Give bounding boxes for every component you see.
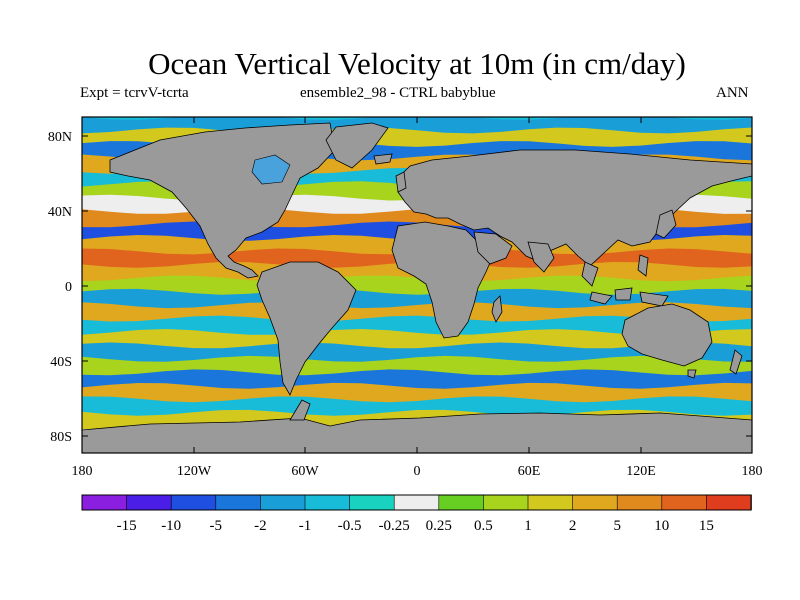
colorbar-label: 5 [613,518,621,534]
colorbar-label: 1 [524,518,532,534]
colorbar-label: 2 [569,518,577,534]
colorbar-swatch [616,494,663,511]
plot-title: Ocean Vertical Velocity at 10m (in cm/da… [148,46,686,81]
colorbar-label: 15 [699,518,714,534]
colorbar-label: -10 [161,518,181,534]
map-area [82,117,752,453]
velocity-band [82,396,752,417]
colorbar-label: -2 [254,518,267,534]
colorbar-swatch [393,494,440,511]
longitude-tick-label: 180 [72,464,93,479]
longitude-tick-label: 120E [626,464,656,479]
velocity-band [82,342,752,363]
southeast-asia [581,261,599,287]
australia [621,303,713,367]
colorbar-swatch [170,494,217,511]
longitude-tick-label: 60W [291,464,319,479]
latitude-tick-label: 80N [48,130,72,145]
indonesia-1 [589,291,613,305]
season-label: ANN [716,85,749,101]
axis-ticks [81,117,753,453]
velocity-band [82,355,752,377]
colorbar-labels: -15 -10 -5 -2 -1 -0.5 -0.25 0.25 0.5 1 2 5 10 15 [117,518,714,534]
japan [655,209,677,239]
latitude-labels: 80N 40N 0 40S 80S [48,130,72,445]
colorbar-swatch [260,494,306,511]
colorbar-swatch [527,494,574,511]
latitude-tick-label: 0 [65,280,72,295]
longitude-tick-label: 180 [742,464,763,479]
velocity-band [82,288,752,310]
comparison-label: ensemble2_98 - CTRL babyblue [300,85,496,101]
colorbar-swatch [126,494,172,511]
indonesia-2 [614,287,633,301]
colorbar-label: -15 [117,518,137,534]
latitude-tick-label: 40S [50,355,72,370]
longitude-labels: 180 120W 60W 0 60E 120E 180 [72,464,763,479]
colorbar-label: -1 [299,518,312,534]
iceland [373,153,393,165]
velocity-band [82,329,752,350]
colorbar-frame [81,494,752,511]
colorbar [81,494,752,511]
philippines [637,254,649,277]
velocity-band [82,275,752,296]
latitude-tick-label: 80S [50,430,72,445]
colorbar-swatch [438,494,485,511]
tasmania [687,369,697,379]
europe-asia [397,149,752,267]
colorbar-label: -5 [210,518,223,534]
arabia [473,231,513,265]
antarctic-peninsula [289,399,311,421]
colorbar-swatch [304,494,351,511]
madagascar [491,295,503,323]
uk-ireland [395,171,407,193]
longitude-tick-label: 120W [177,464,212,479]
new-zealand [729,349,743,375]
hudson-bay-water [251,154,291,185]
latitude-tick-label: 40N [48,205,72,220]
colorbar-label: -0.25 [379,518,410,534]
velocity-band [82,382,752,404]
colorbar-swatch [349,494,396,511]
colorbar-swatch [215,494,262,511]
antarctica [82,412,752,453]
south-america [256,261,357,396]
colorbar-label: 0.5 [474,518,493,534]
colorbar-swatch [81,494,128,511]
colorbar-swatch [572,494,618,511]
longitude-tick-label: 60E [518,464,541,479]
colorbar-label: 0.25 [426,518,452,534]
experiment-label: Expt = tcrvV-tcrta [80,85,189,101]
colorbar-swatch [661,494,708,511]
greenland [325,122,389,169]
africa [391,221,493,339]
velocity-band [82,369,752,390]
longitude-tick-label: 0 [414,464,421,479]
colorbar-label: -0.5 [338,518,362,534]
colorbar-label: 10 [654,518,669,534]
land-masses [82,122,752,453]
colorbar-swatch [483,494,529,511]
colorbar-swatch [706,494,752,511]
india [527,241,555,273]
